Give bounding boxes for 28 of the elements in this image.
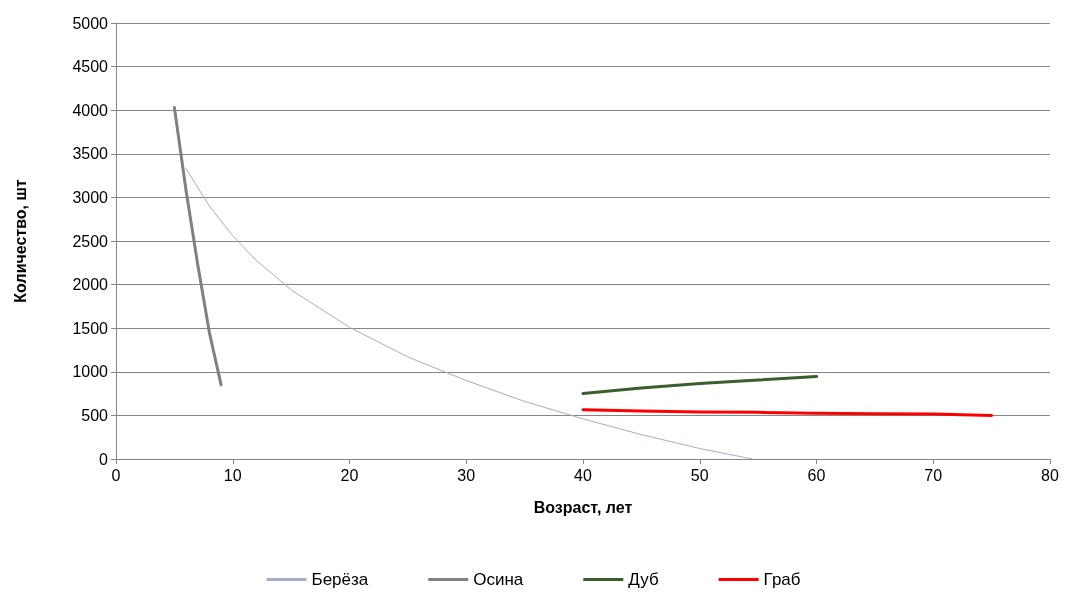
x-tick-label: 0 [111,466,121,484]
x-axis-title: Возраст, лет [533,498,633,516]
y-tick-label: 500 [81,406,109,424]
x-tick-label: 10 [223,466,242,484]
y-tick-label: 1000 [72,363,109,381]
y-tick-label: 4000 [72,101,109,119]
x-tick-label: 20 [340,466,359,484]
x-tick-label: 40 [574,466,592,484]
x-tick-label: 60 [807,466,826,484]
y-tick-label: 3000 [72,188,109,206]
legend-label: Дуб [628,570,659,589]
legend-label: Граб [763,570,801,589]
line-series [185,168,753,460]
legend-label: Осина [473,570,524,589]
line-series [581,375,818,396]
legend-label: Берёза [311,570,369,589]
y-tick-label: 2500 [72,232,109,250]
y-tick-label: 0 [99,450,109,468]
y-tick-label: 5000 [72,14,109,32]
y-tick-label: 1500 [72,319,109,337]
y-tick-label: 3500 [72,145,109,163]
x-tick-label: 50 [690,466,709,484]
y-axis-title: Количество, шт [11,179,29,303]
y-tick-label: 4500 [72,58,109,76]
x-tick-label: 30 [457,466,476,484]
x-tick-label: 70 [924,466,943,484]
x-tick-label: 80 [1041,466,1059,484]
y-tick-label: 2000 [72,276,109,294]
